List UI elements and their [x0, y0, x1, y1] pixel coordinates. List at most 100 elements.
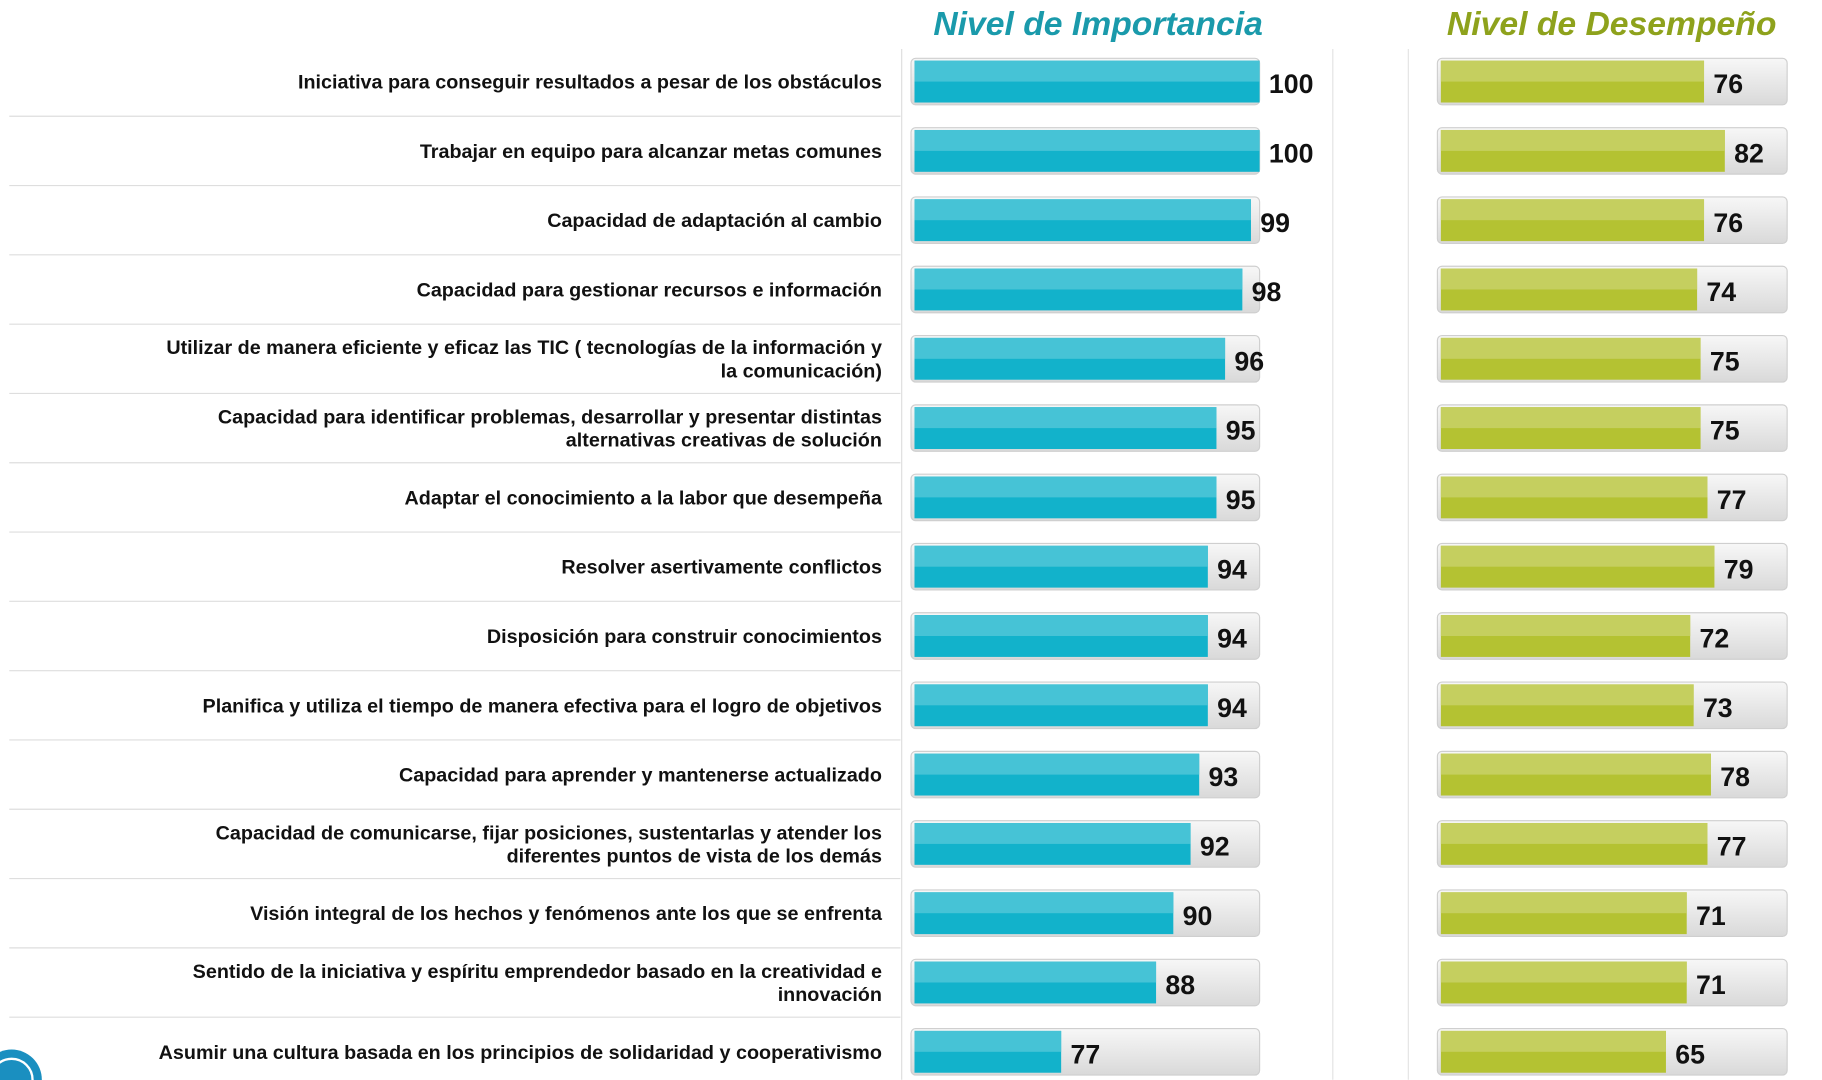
bar-upper: [1440, 684, 1694, 706]
series-header: Nivel de Desempeño: [1447, 6, 1777, 43]
value-label: 73: [1703, 693, 1733, 723]
bar: [914, 615, 1208, 657]
bar: [914, 476, 1217, 519]
bar: [914, 199, 1251, 242]
bar: [1440, 199, 1705, 242]
bar-upper: [1440, 407, 1701, 429]
category-label: Capacidad de comunicarse, fijar posicion…: [216, 822, 882, 867]
bar: [914, 822, 1191, 865]
bar-upper: [1440, 199, 1705, 221]
bar-upper: [914, 961, 1157, 983]
value-label: 98: [1252, 277, 1282, 307]
bar: [1440, 615, 1691, 657]
bar-upper: [914, 129, 1260, 151]
bar-upper: [914, 684, 1208, 706]
value-label: 95: [1226, 485, 1256, 515]
category-label: Capacidad para gestionar recursos e info…: [417, 279, 882, 301]
value-label: 94: [1217, 624, 1247, 654]
bar: [1440, 60, 1705, 103]
bar-upper: [1440, 337, 1701, 359]
value-label: 100: [1269, 69, 1314, 99]
bar-upper: [914, 476, 1217, 498]
bar-upper: [1440, 961, 1687, 983]
bar: [1440, 268, 1698, 311]
bar: [1440, 407, 1701, 450]
bar: [1440, 545, 1715, 588]
series-header: Nivel de Importancia: [933, 6, 1263, 43]
value-label: 65: [1675, 1039, 1705, 1069]
bar-upper: [914, 60, 1260, 82]
bar-upper: [1440, 822, 1708, 844]
category-label: Capacidad de adaptación al cambio: [547, 210, 882, 232]
value-label: 96: [1234, 346, 1264, 376]
category-label: Capacidad para aprender y mantenerse act…: [399, 765, 882, 787]
category-label: Resolver asertivamente conflictos: [561, 557, 882, 579]
bar: [1440, 337, 1701, 380]
bar: [914, 407, 1217, 450]
bar-upper: [914, 1030, 1062, 1052]
value-label: 100: [1269, 139, 1314, 169]
category-label: Iniciativa para conseguir resultados a p…: [298, 72, 882, 94]
bar-upper: [1440, 60, 1705, 82]
bar: [914, 545, 1208, 588]
bar-upper: [1440, 892, 1687, 914]
bar-upper: [1440, 1030, 1666, 1052]
value-label: 93: [1208, 762, 1238, 792]
category-label: Asumir una cultura basada en los princip…: [159, 1042, 882, 1064]
bar-upper: [914, 892, 1174, 914]
category-label: Capacidad para identificar problemas, de…: [218, 406, 882, 451]
bar-upper: [914, 407, 1217, 429]
bar-upper: [914, 822, 1191, 844]
bar: [1440, 1030, 1666, 1073]
logo: [0, 1049, 42, 1080]
bar: [914, 753, 1200, 796]
value-label: 94: [1217, 693, 1247, 723]
value-label: 77: [1717, 485, 1747, 515]
bar: [914, 961, 1157, 1004]
value-label: 76: [1713, 69, 1743, 99]
bar: [914, 337, 1226, 380]
value-label: 92: [1200, 832, 1230, 862]
value-label: 88: [1165, 970, 1195, 1000]
bar-upper: [914, 615, 1208, 637]
value-label: 72: [1699, 624, 1729, 654]
category-label: Visión integral de los hechos y fenómeno…: [250, 903, 883, 925]
category-label: Adaptar el conocimiento a la labor que d…: [405, 487, 883, 509]
bar: [914, 60, 1260, 103]
value-label: 75: [1710, 346, 1740, 376]
bar: [1440, 129, 1725, 172]
category-label: Utilizar de manera eficiente y eficaz la…: [166, 337, 882, 382]
value-label: 74: [1706, 277, 1736, 307]
bar-upper: [1440, 545, 1715, 567]
value-label: 71: [1696, 901, 1726, 931]
value-label: 75: [1710, 416, 1740, 446]
category-label: Trabajar en equipo para alcanzar metas c…: [420, 141, 882, 163]
value-label: 77: [1717, 832, 1747, 862]
category-label: Sentido de la iniciativa y espíritu empr…: [193, 961, 882, 1006]
bar-upper: [1440, 753, 1711, 775]
bar-upper: [914, 545, 1208, 567]
value-label: 99: [1260, 208, 1290, 238]
bar-upper: [914, 268, 1243, 290]
value-label: 82: [1734, 139, 1764, 169]
value-label: 71: [1696, 970, 1726, 1000]
bar-upper: [1440, 129, 1725, 151]
value-label: 78: [1720, 762, 1750, 792]
bar: [914, 892, 1174, 935]
bar: [1440, 961, 1687, 1004]
value-label: 77: [1070, 1039, 1100, 1069]
bar: [914, 684, 1208, 727]
bar: [1440, 892, 1687, 935]
bar-upper: [914, 753, 1200, 775]
category-label: Planifica y utiliza el tiempo de manera …: [203, 695, 882, 717]
value-label: 79: [1724, 554, 1754, 584]
bar: [1440, 753, 1711, 796]
bar-upper: [914, 337, 1226, 359]
bar: [1440, 476, 1708, 519]
bar: [1440, 822, 1708, 865]
bar-upper: [1440, 476, 1708, 498]
bar-upper: [1440, 615, 1691, 637]
bar: [914, 1030, 1062, 1073]
